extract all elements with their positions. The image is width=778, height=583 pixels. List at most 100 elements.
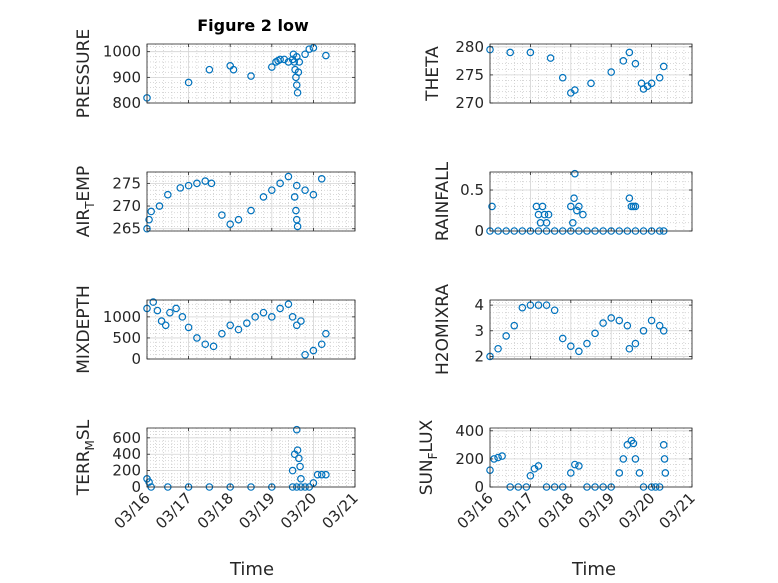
axes-frame [489,171,693,232]
y-tick-label: 270 [455,94,484,112]
data-point [243,319,251,327]
data-point [305,45,314,53]
data-point [623,321,632,330]
data-point [267,186,276,194]
y-tick-label: 900 [112,68,141,86]
data-point [583,339,591,348]
y-tick-label: 0 [131,478,141,496]
data-point [284,300,293,309]
series-group [143,44,330,102]
data-point [301,50,309,59]
data-point [619,455,628,463]
axes-frame [489,43,693,104]
subplot-rainfall: 0 0.5 RAINFALL [433,161,693,241]
data-point [155,202,164,210]
data-point [229,65,238,74]
y-tick-label: 3 [474,322,484,340]
data-point [145,478,153,486]
y-tick-label: 0 [474,222,484,240]
data-point [172,304,180,313]
y-tick-label: 0 [474,478,484,496]
data-point [296,462,304,471]
series-group [486,45,668,97]
axes-frame [146,299,356,360]
subplot-pressure: 800 900 1000 PRESSURE [74,29,356,118]
data-point [655,321,664,330]
data-point [659,326,668,335]
y-tick-label: 265 [112,220,141,238]
data-point [494,344,502,353]
y-tick-label: 0 [131,350,141,368]
data-point [297,317,305,325]
data-point [542,219,551,227]
data-point [178,313,187,321]
data-point [234,325,243,334]
data-point [659,441,668,449]
data-point [147,207,155,216]
x-tick-label: 03/19 [235,489,278,532]
data-point [218,211,226,219]
data-point [276,55,284,64]
axes-frame [146,43,356,104]
axes-frame [146,427,356,488]
data-point [226,321,235,330]
data-point [655,73,664,82]
data-point [292,81,301,89]
axes-frame [489,299,693,360]
data-point [247,206,255,215]
data-point [607,314,616,322]
data-point [166,308,174,317]
data-point [599,319,607,327]
data-point [661,469,670,477]
data-point [313,470,322,479]
data-point [301,350,309,359]
data-point [615,316,624,325]
data-point [635,469,644,477]
data-point [209,342,218,351]
data-point [538,202,547,211]
data-point [322,51,330,60]
data-point [571,460,579,469]
data-point [591,329,599,338]
data-point [510,321,519,330]
data-point [207,179,216,188]
data-point [288,466,297,475]
data-point [153,306,162,315]
data-point [534,462,543,470]
x-axis-label-left: Time [229,559,274,580]
series-group [143,298,330,359]
data-point [301,186,309,194]
data-point [276,179,284,188]
data-point [566,469,575,477]
y-tick-label: 1000 [103,308,141,326]
data-point [647,316,656,325]
data-point [550,306,559,315]
data-point [205,65,214,74]
data-point [234,215,243,224]
data-point [534,301,543,309]
data-point [259,193,268,201]
x-tick-label: 03/19 [575,489,618,532]
data-point [659,62,668,71]
data-point [540,210,549,219]
data-point [293,88,302,97]
data-point [276,304,284,313]
data-point [292,321,301,330]
subplot-terr_msl: 03/1603/1703/1803/1903/2003/210200400600… [74,419,362,532]
data-point [558,73,567,82]
x-tick-label: 03/17 [152,489,195,532]
data-point [587,79,595,88]
data-point [292,206,300,215]
y-tick-label: 600 [112,429,141,447]
data-point [647,79,656,88]
data-point [322,329,330,338]
data-point [309,346,318,355]
data-point [184,78,193,87]
data-point [259,308,268,317]
data-point [625,48,634,57]
y-tick-label: 4 [474,296,484,314]
data-point [518,303,527,312]
data-point [193,334,201,342]
data-point [526,48,535,57]
